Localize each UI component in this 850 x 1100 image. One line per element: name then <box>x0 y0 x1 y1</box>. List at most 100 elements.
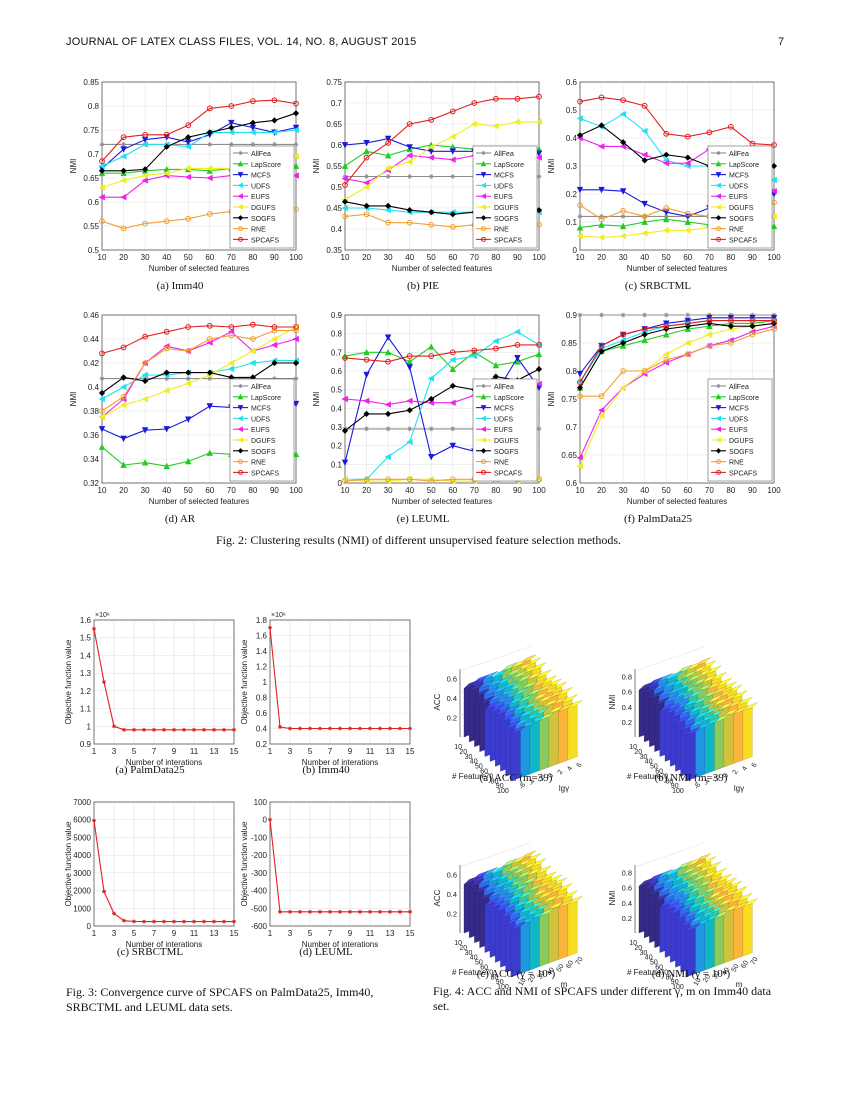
y-tick-label: 2000 <box>73 887 91 896</box>
y-tick-label: 0.8 <box>88 102 100 111</box>
data-point <box>598 234 605 241</box>
data-point <box>249 359 256 367</box>
y-tick-label: 5000 <box>73 833 91 842</box>
series-rne <box>99 327 299 414</box>
x-tick-label: 5 <box>308 929 313 938</box>
bar-top <box>500 713 516 723</box>
series-spcafs <box>342 341 542 365</box>
plot-area <box>93 801 235 927</box>
y-tick-label: 40 <box>546 967 556 977</box>
legend-label: AllFea <box>251 384 271 391</box>
data-point <box>427 143 435 151</box>
data-point <box>120 177 127 184</box>
legend-label: UDFS <box>251 416 270 423</box>
fig3-caption: Fig. 3: Convergence curve of SPCAFS on P… <box>66 985 374 1014</box>
data-point <box>163 426 170 433</box>
data-point <box>163 143 170 150</box>
data-point <box>120 435 127 443</box>
data-point <box>388 909 392 914</box>
chart-svg: 1 3 5 7 9 11 13 150.20.40.60.811.21.41.61.8Numb… <box>240 612 415 767</box>
data-point <box>481 236 486 242</box>
x-tick-label: 100 <box>767 486 781 495</box>
x-tick-label: 15 <box>230 929 239 938</box>
x-tick-label: 11 <box>366 747 375 756</box>
z-axis-label: ACC <box>433 889 442 906</box>
x-tick-label: 100 <box>289 253 303 262</box>
data-point <box>716 226 721 232</box>
fig4-panel-acc-m: 0.2 0.4 0.6 ACC 10 20 30 40 50 60 70 80 90 100 # Featu… <box>430 612 602 795</box>
y-tick-label: 3000 <box>73 869 91 878</box>
bar-top <box>495 903 511 913</box>
data-point <box>185 215 192 222</box>
z-axis: 0.2 0.4 0.6 0.8 <box>622 865 636 933</box>
legend: AllFea LapScore MCFS UDFS EUFS DGUFS SOGFS RNE S… <box>707 378 773 482</box>
data-point <box>192 727 196 732</box>
data-point <box>342 174 348 179</box>
bar-top <box>489 899 505 909</box>
fig4-panel-acc-gamma: 0.2 0.4 0.6 ACC 10 20 30 40 50 60 70 80 90 100 # Featu… <box>430 808 602 991</box>
chart-svg: 1 3 5 7 9 11 13 15-600-500-400-300-200-1000100N… <box>240 798 415 949</box>
data-point <box>122 918 126 923</box>
series-dgufs <box>341 118 542 203</box>
bar-top <box>488 678 504 687</box>
data-point <box>576 224 584 231</box>
x-tick-label: 13 <box>210 929 219 938</box>
fig2-panel-srbctml: 10 20 30 40 50 60 70 80 90 100 0 0.1 0.2 0.3 0.4 0.5 0.6… <box>540 72 781 297</box>
legend-label: DGUFS <box>494 205 519 212</box>
legend-label: SOGFS <box>729 216 754 223</box>
x-tick-label: 5 <box>132 929 137 938</box>
y-tick-label: 0.3 <box>566 162 578 171</box>
legend-label: EUFS <box>729 194 748 201</box>
bar-top <box>484 897 500 906</box>
data-point <box>480 182 486 189</box>
series-curve <box>92 626 236 732</box>
y-tick-label: 0.6 <box>88 198 100 207</box>
bar-face <box>520 921 530 974</box>
x-tick-label: 1 <box>92 929 97 938</box>
x-tick-label: 30 <box>640 754 648 761</box>
data-point <box>184 143 192 151</box>
bar-top <box>526 671 542 680</box>
data-point <box>641 213 648 220</box>
data-point <box>184 380 192 387</box>
subfigure-caption: (c) SRBCTML <box>116 946 184 958</box>
data-point <box>449 365 456 373</box>
bar-top <box>659 898 675 908</box>
data-point <box>407 174 413 179</box>
x-tick-label: 11 <box>366 929 375 938</box>
data-point <box>142 166 149 173</box>
bar-top <box>706 861 722 871</box>
y-axis: 10 20 30 40 50 60 70 <box>518 956 585 987</box>
data-point <box>98 193 105 201</box>
data-point <box>577 98 583 105</box>
data-point <box>163 369 170 376</box>
y-tick-label: 2 <box>732 769 740 776</box>
data-point <box>172 919 176 924</box>
bar-top <box>658 688 674 698</box>
x-tick-label: 90 <box>748 253 757 262</box>
bar-top <box>697 683 713 692</box>
x-tick-label: 1 <box>268 929 273 938</box>
y-tick-label: 0.6 <box>566 78 578 87</box>
bar-top <box>649 886 665 896</box>
data-point <box>98 162 105 170</box>
x-tick-label: 50 <box>475 960 483 967</box>
bar-top <box>512 670 528 679</box>
x-tick-label: 7 <box>152 929 157 938</box>
data-point <box>363 202 370 210</box>
data-point <box>293 376 299 381</box>
y-tick-label: 60 <box>565 960 575 970</box>
data-point <box>471 347 478 354</box>
subfigure-caption: (c) SRBCTML <box>624 280 692 292</box>
x-tick-label: 60 <box>480 965 488 972</box>
y-tick-label: 0.34 <box>83 455 99 464</box>
y-tick-label: 0.2 <box>331 442 343 451</box>
data-point <box>293 100 299 107</box>
fig4-panel-nmi-m: 0.2 0.4 0.6 0.8 NMI 10 20 30 40 50 60 70 80 90 100 # Fe… <box>605 612 777 795</box>
data-point <box>406 358 413 365</box>
y-tick-label: 0.9 <box>566 311 578 320</box>
data-point <box>619 110 627 118</box>
data-point <box>342 355 348 361</box>
y-tick-label: 0 <box>722 772 730 779</box>
plot-frame <box>93 619 235 745</box>
